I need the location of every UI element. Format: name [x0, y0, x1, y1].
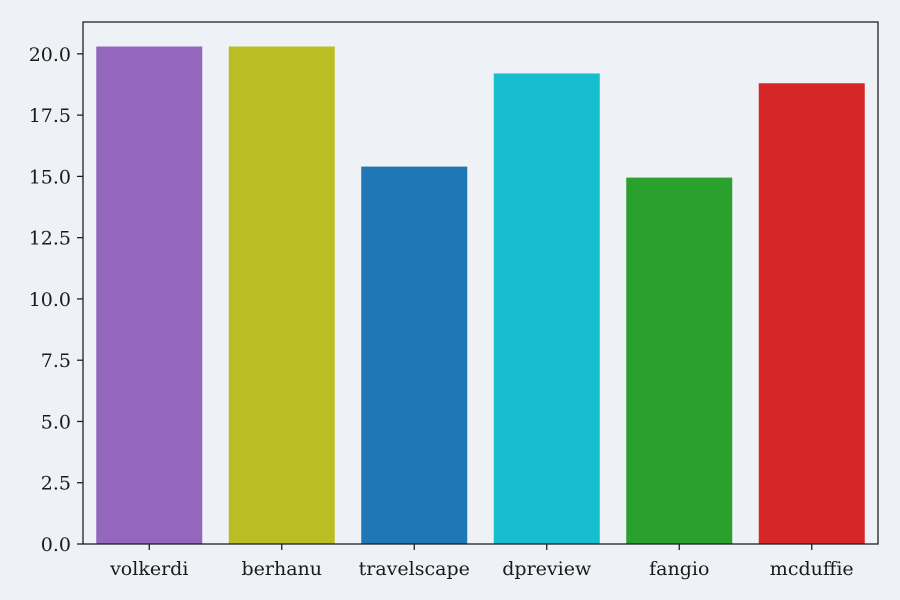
y-tick-label: 15.0: [29, 166, 71, 188]
x-tick-label: travelscape: [359, 558, 470, 580]
y-tick-label: 20.0: [29, 44, 71, 66]
plot-area: [83, 22, 878, 544]
y-tick-label: 5.0: [41, 411, 71, 433]
y-tick-label: 7.5: [41, 350, 71, 372]
bar-dpreview: [493, 73, 600, 545]
x-tick-label: mcduffie: [770, 558, 854, 580]
bar-fangio: [626, 177, 733, 544]
y-tick-label: 0.0: [41, 534, 71, 556]
y-tick-label: 12.5: [29, 228, 71, 250]
x-tick-label: berhanu: [241, 558, 322, 580]
axes-frame: [82, 21, 879, 545]
bar-volkerdi: [96, 46, 203, 544]
bar-berhanu: [228, 46, 335, 544]
x-tick-label: volkerdi: [109, 558, 188, 580]
y-tick-label: 10.0: [29, 289, 71, 311]
bar-mcduffie: [758, 83, 865, 544]
x-tick-label: fangio: [649, 558, 709, 580]
x-tick-label: dpreview: [502, 558, 592, 580]
y-tick-label: 17.5: [29, 105, 71, 127]
y-tick-label: 2.5: [41, 473, 71, 495]
bar-travelscape: [361, 166, 468, 544]
